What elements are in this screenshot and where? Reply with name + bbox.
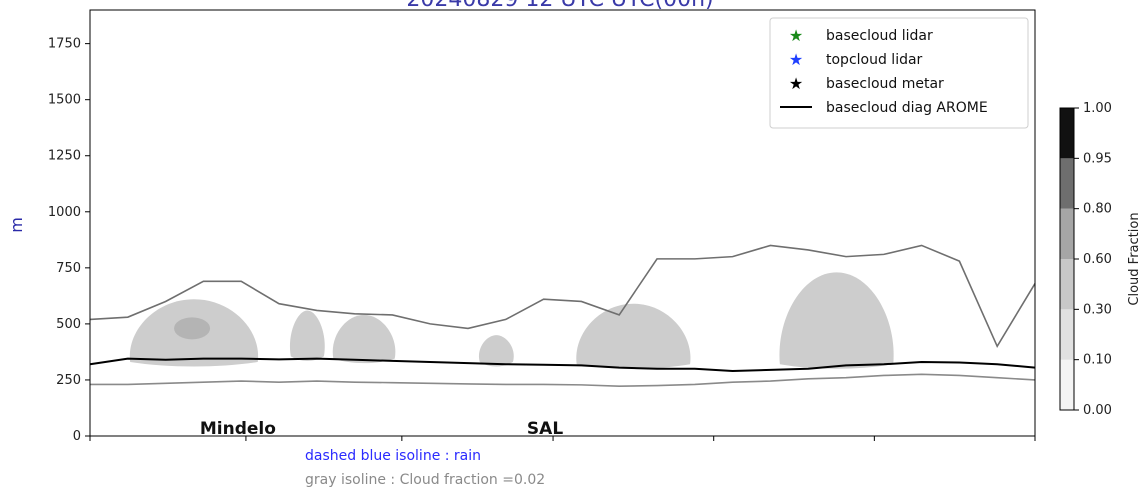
- colorbar-label: Cloud Fraction: [1127, 212, 1142, 305]
- legend: ★ basecloud lidar ★ topcloud lidar ★ baseclou…: [769, 17, 1029, 129]
- station-label: SAL: [527, 419, 563, 439]
- colorbar-tick-label: 0.00: [1083, 403, 1112, 418]
- colorbar-tick-label: 0.10: [1083, 353, 1112, 368]
- cloud-region-5: [779, 272, 894, 369]
- cloud-core: [174, 317, 211, 340]
- legend-entry-label: basecloud metar: [826, 76, 944, 92]
- cloud-region-4: [576, 303, 691, 369]
- series-basecloud-diag-arome: [89, 357, 1036, 372]
- gray-isoline-annotation: gray isoline : Cloud fraction =0.02: [305, 472, 545, 488]
- gray-isoline-bottom: [90, 373, 1036, 388]
- cloud-region-1: [289, 310, 325, 361]
- y-axis-label: m: [7, 217, 26, 233]
- cloud-region-3: [478, 335, 514, 367]
- cloud-region-2: [332, 314, 396, 364]
- colorbar-segment: [1060, 158, 1074, 209]
- y-tick-label: 750: [56, 261, 81, 276]
- legend-star-marker: ★: [789, 50, 803, 69]
- y-tick-label: 1250: [48, 149, 81, 164]
- colorbar-segment: [1060, 108, 1074, 159]
- plot-area: 0 250 500 750 1000 1250 1500 1750 Mindelo SAL: [48, 9, 1036, 444]
- colorbar-tick-label: 0.30: [1083, 302, 1112, 317]
- y-tick-label: 250: [56, 373, 81, 388]
- colorbar: 0.00 0.10 0.30 0.60 0.80 0.95 1.00 Cloud Fracti…: [1059, 101, 1142, 418]
- legend-entry-label: topcloud lidar: [826, 52, 923, 68]
- station-label: Mindelo: [200, 419, 276, 439]
- legend-box: [769, 17, 1029, 129]
- legend-entry-label: basecloud diag AROME: [826, 100, 988, 116]
- rain-annotation: dashed blue isoline : rain: [305, 448, 481, 464]
- colorbar-tick-label: 1.00: [1083, 101, 1112, 116]
- legend-star-marker: ★: [789, 74, 803, 93]
- y-tick-label: 500: [56, 317, 81, 332]
- gray-isoline-top: [89, 244, 1036, 349]
- y-tick-label: 0: [73, 429, 81, 444]
- colorbar-tick-label: 0.95: [1083, 151, 1112, 166]
- colorbar-tick-label: 0.60: [1083, 252, 1112, 267]
- chart-title: 20240829 12 UTC UTC(00h): [406, 0, 713, 12]
- colorbar-segment: [1060, 309, 1074, 360]
- legend-entry-label: basecloud lidar: [826, 28, 933, 44]
- colorbar-tick-label: 0.80: [1083, 202, 1112, 217]
- colorbar-segment: [1060, 359, 1074, 410]
- colorbar-segment: [1060, 259, 1074, 310]
- y-tick-label: 1500: [48, 93, 81, 108]
- legend-star-marker: ★: [789, 26, 803, 45]
- y-tick-label: 1750: [48, 37, 81, 52]
- plot-frame: [89, 9, 1036, 437]
- y-tick-label: 1000: [48, 205, 81, 220]
- colorbar-segment: [1060, 208, 1074, 259]
